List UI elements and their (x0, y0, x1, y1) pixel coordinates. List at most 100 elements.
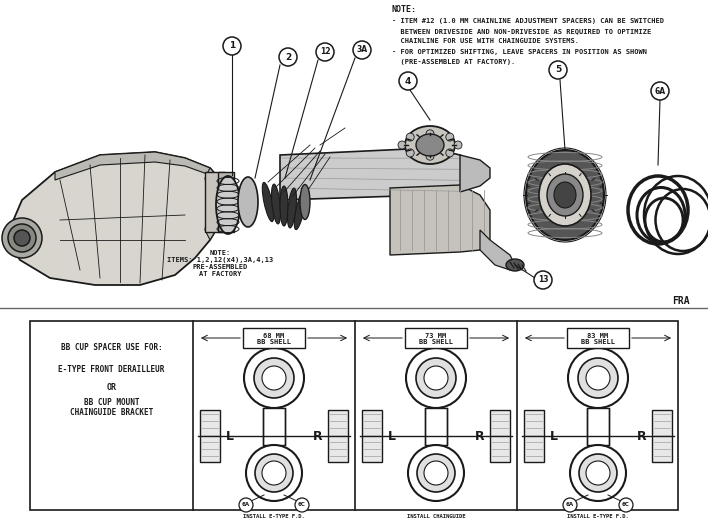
Circle shape (579, 454, 617, 492)
Bar (0, 318, 708, 515)
Text: 2: 2 (285, 52, 291, 61)
Text: L: L (388, 430, 396, 443)
Ellipse shape (539, 164, 591, 226)
Polygon shape (205, 168, 228, 240)
Text: BB CUP MOUNT
CHAINGUIDE BRACKET: BB CUP MOUNT CHAINGUIDE BRACKET (70, 398, 153, 417)
Circle shape (254, 358, 294, 398)
Text: BETWEEN DRIVESIDE AND NON-DRIVESIDE AS REQUIRED TO OPTIMIZE: BETWEEN DRIVESIDE AND NON-DRIVESIDE AS R… (392, 28, 651, 34)
Bar (362, 410, 382, 462)
Circle shape (406, 149, 414, 157)
Text: R: R (637, 430, 647, 443)
Bar (263, 408, 285, 445)
Circle shape (416, 358, 456, 398)
Circle shape (398, 141, 406, 149)
Circle shape (586, 366, 610, 390)
Text: R: R (475, 430, 485, 443)
Ellipse shape (554, 182, 576, 208)
Circle shape (316, 43, 334, 61)
Circle shape (426, 130, 434, 138)
Circle shape (246, 445, 302, 501)
Circle shape (424, 461, 448, 485)
Text: 13: 13 (538, 276, 548, 284)
Bar (524, 410, 544, 462)
Ellipse shape (287, 188, 297, 228)
Text: INSTALL E-TYPE F.D.
OR CHAINGUIDE
BRACKET HERE: INSTALL E-TYPE F.D. OR CHAINGUIDE BRACKE… (243, 514, 305, 519)
Circle shape (244, 348, 304, 408)
Circle shape (8, 224, 36, 252)
Ellipse shape (295, 190, 306, 229)
Bar (490, 410, 510, 462)
Bar (405, 328, 467, 348)
Polygon shape (8, 152, 228, 285)
Text: CHAINLINE FOR USE WITH CHAINGUIDE SYSTEMS.: CHAINLINE FOR USE WITH CHAINGUIDE SYSTEM… (392, 38, 579, 44)
Circle shape (2, 218, 42, 258)
Circle shape (408, 445, 464, 501)
Ellipse shape (506, 259, 524, 271)
Text: (PRE-ASSEMBLED AT FACTORY).: (PRE-ASSEMBLED AT FACTORY). (392, 59, 515, 65)
Circle shape (586, 461, 610, 485)
Ellipse shape (280, 186, 288, 226)
Text: 6C: 6C (622, 502, 630, 508)
Circle shape (446, 133, 454, 141)
Circle shape (262, 366, 286, 390)
Circle shape (619, 498, 633, 512)
Polygon shape (480, 230, 515, 270)
Circle shape (563, 498, 577, 512)
Text: 68 MM
BB SHELL: 68 MM BB SHELL (257, 333, 291, 346)
Circle shape (426, 152, 434, 160)
Bar (652, 410, 672, 462)
Text: BB CUP SPACER USE FOR:: BB CUP SPACER USE FOR: (61, 343, 162, 352)
Text: FRA: FRA (672, 296, 690, 306)
Ellipse shape (238, 177, 258, 227)
Bar (218, 172, 234, 232)
Ellipse shape (262, 182, 274, 222)
Ellipse shape (216, 176, 240, 234)
Circle shape (549, 61, 567, 79)
Text: INSTALL CHAINGUIDE
BRACKET HERE
(*E-TYPE F.D. NOT COMPATIBLE): INSTALL CHAINGUIDE BRACKET HERE (*E-TYPE… (389, 514, 483, 519)
Circle shape (578, 358, 618, 398)
Polygon shape (55, 152, 225, 185)
Text: 5: 5 (555, 65, 561, 75)
Circle shape (14, 230, 30, 246)
Text: 6A: 6A (566, 502, 574, 508)
Text: 83 MM
BB SHELL: 83 MM BB SHELL (581, 333, 615, 346)
Text: 6A: 6A (242, 502, 250, 508)
Bar (0, 0, 708, 310)
Circle shape (406, 133, 414, 141)
Circle shape (279, 48, 297, 66)
Bar (567, 328, 629, 348)
Text: - FOR OPTIMIZED SHIFTING, LEAVE SPACERS IN POSITION AS SHOWN: - FOR OPTIMIZED SHIFTING, LEAVE SPACERS … (392, 49, 647, 55)
Circle shape (651, 82, 669, 100)
Circle shape (399, 72, 417, 90)
Circle shape (446, 149, 454, 157)
Bar (205, 172, 225, 232)
Text: 73 MM
BB SHELL: 73 MM BB SHELL (419, 333, 453, 346)
Text: L: L (550, 430, 558, 443)
Ellipse shape (547, 174, 583, 216)
Text: NOTE:
ITEMS: 1,2,12(x4),3A,4,13
PRE-ASSEMBLED
AT FACTORY: NOTE: ITEMS: 1,2,12(x4),3A,4,13 PRE-ASSE… (167, 250, 273, 277)
Bar (587, 408, 609, 445)
Text: 12: 12 (320, 48, 330, 57)
Polygon shape (390, 185, 490, 255)
Bar (425, 408, 447, 445)
Text: 1: 1 (229, 42, 235, 50)
Text: 4: 4 (405, 76, 411, 86)
Circle shape (417, 454, 455, 492)
Circle shape (262, 461, 286, 485)
Circle shape (223, 37, 241, 55)
Bar (243, 328, 305, 348)
Circle shape (568, 348, 628, 408)
Bar (328, 410, 348, 462)
Circle shape (454, 141, 462, 149)
Text: 6A: 6A (654, 87, 666, 95)
Ellipse shape (271, 184, 280, 224)
Circle shape (406, 348, 466, 408)
Circle shape (424, 366, 448, 390)
Text: NOTE:: NOTE: (392, 5, 417, 14)
Ellipse shape (300, 184, 310, 220)
Polygon shape (280, 148, 475, 200)
Circle shape (295, 498, 309, 512)
Circle shape (255, 454, 293, 492)
Bar (200, 410, 220, 462)
Text: 6C: 6C (298, 502, 306, 508)
